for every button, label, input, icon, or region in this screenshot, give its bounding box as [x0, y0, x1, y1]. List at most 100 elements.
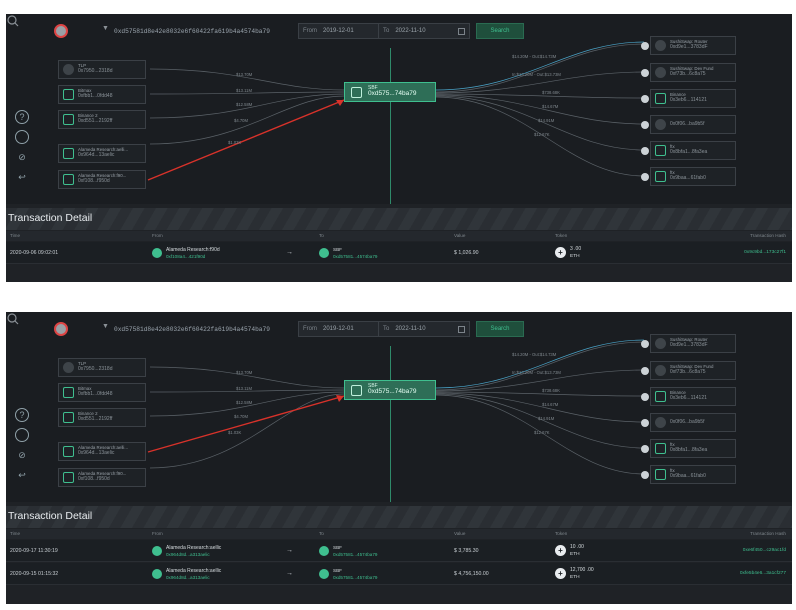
edge-label: $4.70M	[234, 118, 248, 123]
back-arrow-icon[interactable]: ↩	[18, 469, 26, 480]
transaction-detail-header: Transaction Detail	[6, 208, 792, 230]
right-node[interactable]: ftx 0x9baa...61fab0	[641, 465, 736, 484]
column-header: Time	[10, 233, 21, 238]
node-address: 0xf73b...6c8a75	[670, 369, 706, 376]
highlight-edge[interactable]	[147, 395, 345, 453]
circle-icon[interactable]	[15, 428, 29, 442]
node-address: 0xd9e1...3783dF	[670, 342, 708, 349]
wallet-icon	[655, 365, 666, 376]
left-node[interactable]: Alameda Research:f90... 0xf108...f950d	[58, 170, 146, 189]
address-input[interactable]	[114, 321, 298, 337]
arrow-right-icon	[641, 393, 649, 401]
right-node[interactable]: ftx 0x8bfa1...8fa3ea	[641, 141, 736, 160]
help-icon[interactable]: ?	[15, 408, 29, 422]
node-name: ftx	[670, 442, 675, 448]
top-toolbar: ▼ From 2019-12-01 To 2022-11-10 Search	[6, 14, 792, 48]
right-node[interactable]: ftx 0x8bfa1...8fa3ea	[641, 439, 736, 458]
node-address: 0x7950...2318d	[78, 366, 113, 373]
chevron-down-icon[interactable]: ▼	[102, 323, 109, 330]
wallet-icon	[63, 362, 74, 373]
eye-off-icon[interactable]: ⊘	[18, 449, 26, 460]
right-node[interactable]: 0x0f06...ba9b5f	[641, 413, 736, 432]
left-node[interactable]: Binance 2 0xd551...2192ff	[58, 110, 146, 129]
search-icon[interactable]	[6, 312, 20, 326]
arrow-right-icon	[641, 419, 649, 427]
user-icon	[319, 569, 329, 579]
edge-label: $14.67M	[542, 402, 559, 407]
node-address: 0xd9e1...3783dF	[670, 44, 708, 51]
left-node[interactable]: Bitmax 0xfbb1...0fdd48	[58, 383, 146, 402]
left-node[interactable]: TLP 0x7950...2318d	[58, 358, 146, 377]
row-to-address[interactable]: 0xd57581...4574ba79	[333, 575, 378, 580]
row-to-name: SBF	[333, 247, 342, 252]
edge-label: In:$13.20M - Out:$13.73M	[512, 72, 561, 77]
to-date-value: 2022-11-10	[395, 326, 426, 332]
right-node[interactable]: SushiSwap: Router 0xd9e1...3783dF	[641, 334, 736, 353]
node-name: Binance	[670, 390, 686, 396]
help-icon[interactable]: ?	[15, 110, 29, 124]
row-value: $ 3,785.30	[454, 548, 479, 554]
left-node[interactable]: Binance 2 0xd551...2192ff	[58, 408, 146, 427]
right-node[interactable]: SushiSwap: Dev Fund 0xf73b...6c8a75	[641, 63, 736, 82]
highlight-edge[interactable]	[147, 99, 345, 181]
right-node[interactable]: 0x0f06...ba9b5f	[641, 115, 736, 134]
calendar-icon[interactable]	[458, 27, 465, 35]
row-transaction-hash[interactable]: 0xe6f450...c29ac1fd	[742, 548, 786, 553]
wallet-icon	[655, 119, 666, 130]
search-icon[interactable]	[6, 14, 20, 28]
row-to-address[interactable]: 0xd57581...4574ba79	[333, 254, 378, 259]
center-node-name: SBF	[368, 84, 378, 91]
edge-label: $4.70M	[234, 414, 248, 419]
row-from-address[interactable]: 0x964d8d...a313aelic	[166, 552, 210, 557]
address-input[interactable]	[114, 23, 298, 39]
left-node[interactable]: Alameda Research:f90... 0xf108...f950d	[58, 468, 146, 487]
row-from-address[interactable]: 0xf108a4...421f90d	[166, 254, 206, 259]
node-name: Binance 2	[78, 411, 98, 417]
search-button[interactable]: Search	[476, 321, 524, 337]
logo-icon	[54, 24, 68, 38]
row-amount: 12,700 .00	[570, 567, 594, 573]
edge-label: $12.58M	[236, 400, 253, 405]
row-transaction-hash[interactable]: 0xfe5b4e6...3a1cf277	[739, 571, 786, 576]
center-node[interactable]: SBF 0xd575...74ba79	[344, 82, 436, 102]
wallet-icon	[655, 417, 666, 428]
to-date-field[interactable]: To 2022-11-10	[378, 23, 470, 39]
edge-label: $738.68K	[542, 90, 560, 95]
left-node[interactable]: Alameda Research:aelli... 0x964d...13aeli…	[58, 144, 146, 163]
row-to-address[interactable]: 0xd57581...4574ba79	[333, 552, 378, 557]
right-node[interactable]: ftx 0x9baa...61fab0	[641, 167, 736, 186]
chevron-down-icon[interactable]: ▼	[102, 25, 109, 32]
wallet-icon	[351, 86, 362, 98]
edge-label: In:$13.20M - Out:$13.73M	[512, 370, 561, 375]
table-row[interactable]: 2020-09-15 01:15:32 Alameda Research:ael…	[6, 563, 792, 585]
center-node[interactable]: SBF 0xd575...74ba79	[344, 380, 436, 400]
right-node[interactable]: SushiSwap: Dev Fund 0xf73b...6c8a75	[641, 361, 736, 380]
wallet-icon	[655, 171, 666, 182]
column-header: From	[152, 233, 163, 238]
left-node[interactable]: TLP 0x7950...2318d	[58, 60, 146, 79]
column-header: Transaction Hash	[750, 233, 786, 238]
to-date-field[interactable]: To 2022-11-10	[378, 321, 470, 337]
right-node[interactable]: Binance 0x3eb6...114121	[641, 89, 736, 108]
left-node[interactable]: Bitmax 0xfbb1...0fdd48	[58, 85, 146, 104]
back-arrow-icon[interactable]: ↩	[18, 171, 26, 182]
node-address: 0xfbb1...0fdd48	[78, 391, 113, 398]
right-node[interactable]: SushiSwap: Router 0xd9e1...3783dF	[641, 36, 736, 55]
left-node[interactable]: Alameda Research:aelli... 0x964d...13aeli…	[58, 442, 146, 461]
calendar-icon[interactable]	[458, 325, 465, 333]
page-title: Transaction Detail	[8, 212, 93, 224]
node-address: 0xf108...f950d	[78, 476, 110, 483]
table-row[interactable]: 2020-09-06 09:02:01 Alameda Research:f90…	[6, 242, 792, 264]
circle-icon[interactable]	[15, 130, 29, 144]
table-row[interactable]: 2020-09-17 11:30:19 Alameda Research:ael…	[6, 540, 792, 562]
eye-off-icon[interactable]: ⊘	[18, 151, 26, 162]
search-button[interactable]: Search	[476, 23, 524, 39]
from-date-value: 2019-12-01	[323, 326, 354, 332]
edge-label: $14.67M	[542, 104, 559, 109]
right-node[interactable]: Binance 0x3eb6...114121	[641, 387, 736, 406]
row-from-address[interactable]: 0x964d8d...a313aelic	[166, 575, 210, 580]
row-transaction-hash[interactable]: 0x9c9bd...173c27f1	[744, 250, 786, 255]
edge-label: $12.67K	[534, 430, 550, 435]
node-name: SushiSwap: Dev Fund	[670, 66, 714, 72]
edge-label: $12.58M	[236, 102, 253, 107]
